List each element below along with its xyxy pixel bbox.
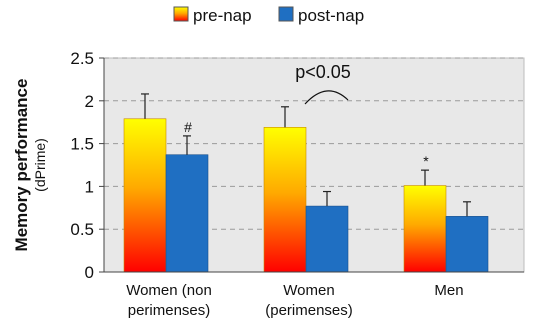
legend-label-pre-nap: pre-nap	[193, 6, 252, 25]
bar-pre-nap	[403, 185, 447, 273]
significance-markers: #*	[184, 119, 429, 169]
y-tick-label: 2	[85, 92, 94, 111]
significance-label: p<0.05	[295, 62, 351, 82]
error-bars	[141, 93, 471, 217]
significance-marker: #	[184, 119, 192, 135]
y-tick-label: 2.5	[70, 49, 94, 68]
bars	[123, 118, 489, 273]
y-axis-sublabel: (dPrime)	[32, 138, 48, 192]
legend: pre-nap post-nap	[173, 6, 364, 25]
bar-pre-nap	[263, 127, 307, 273]
legend-swatch-post-nap	[278, 6, 294, 22]
y-tick-label: 0.5	[70, 220, 94, 239]
y-tick-label: 1	[85, 177, 94, 196]
x-category-label: Women	[283, 282, 334, 299]
bar-post-nap	[305, 205, 349, 273]
x-category-label: Men	[434, 282, 463, 299]
x-category-label: Women (non	[126, 282, 212, 299]
y-axis-label: Memory performance	[12, 79, 31, 252]
bar-pre-nap	[123, 118, 167, 273]
significance-arc	[304, 90, 349, 105]
y-tick-label: 1.5	[70, 135, 94, 154]
y-tick-label: 0	[85, 263, 94, 282]
x-category-label: (perimenses)	[265, 302, 353, 319]
x-axis-categories: Women (non perimenses) Women (perimenses) Me…	[126, 282, 463, 319]
significance-marker: *	[423, 153, 429, 169]
y-axis-ticks: 0 0.5 1 1.5 2 2.5	[70, 49, 104, 282]
bar-post-nap	[445, 216, 489, 273]
legend-label-post-nap: post-nap	[298, 6, 364, 25]
bar-post-nap	[165, 154, 209, 273]
x-category-label: perimenses)	[128, 302, 211, 319]
legend-swatch-pre-nap	[173, 6, 189, 22]
